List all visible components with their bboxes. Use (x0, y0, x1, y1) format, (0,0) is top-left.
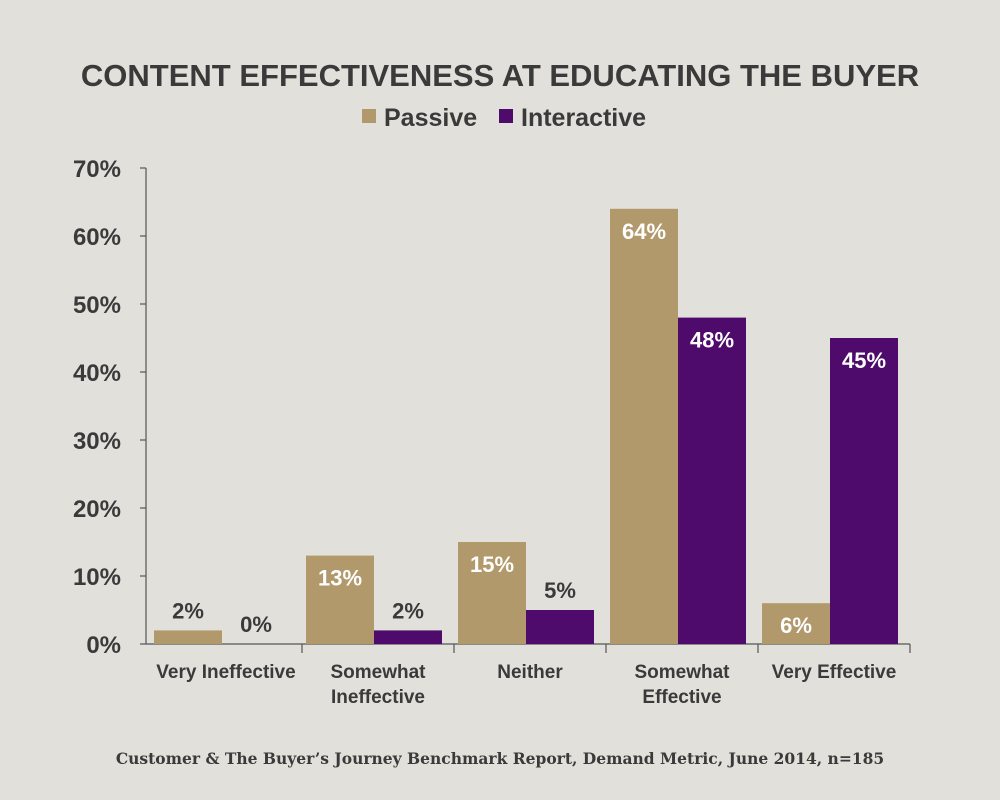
data-label-passive-0: 2% (172, 598, 204, 623)
y-tick-label-2: 20% (73, 496, 121, 523)
y-tick-label-6: 60% (73, 224, 121, 251)
y-tick-label-7: 70% (73, 156, 121, 183)
category-label-3-0: Somewhat (634, 662, 730, 683)
data-label-interactive-1: 2% (392, 598, 424, 623)
bar-interactive-1 (374, 630, 442, 644)
bar-passive-1 (306, 555, 374, 644)
data-label-passive-4: 6% (780, 613, 812, 638)
axes: 0% 10% 20% 30% 40% 50% 60% 70% (73, 156, 911, 659)
legend-swatch-1 (499, 109, 513, 123)
data-label-interactive-0: 0% (240, 612, 272, 637)
legend-label-1: Interactive (521, 104, 646, 132)
y-tick-label-3: 30% (73, 428, 121, 455)
y-tick-label-4: 40% (73, 360, 121, 387)
legend: Passive Interactive (362, 104, 646, 132)
data-label-passive-3: 64% (622, 219, 666, 244)
category-label-3-1: Effective (642, 687, 721, 708)
bar-interactive-4 (830, 338, 898, 644)
bar-interactive-3 (678, 317, 746, 644)
category-label-2-0: Neither (497, 662, 563, 683)
bar-passive-4 (762, 603, 830, 644)
y-tick-label-1: 10% (73, 564, 121, 591)
data-label-passive-2: 15% (470, 552, 514, 577)
category-label-1-0: Somewhat (330, 662, 426, 683)
x-axis-labels: Very Ineffective Somewhat Ineffective Neith… (156, 662, 896, 708)
legend-label-0: Passive (384, 104, 477, 132)
data-label-interactive-3: 48% (690, 328, 734, 353)
source-note: Customer & The Buyer’s Journey Benchmark… (116, 749, 884, 768)
category-label-0-0: Very Ineffective (156, 662, 295, 683)
y-tick-label-0: 0% (86, 632, 121, 659)
category-label-4-0: Very Effective (772, 662, 897, 683)
category-label-1-1: Ineffective (331, 687, 425, 708)
bars: 2% 0% 13% 2% 15% 5% 64% 48% 6% 45% (154, 208, 898, 645)
legend-swatch-0 (362, 109, 376, 123)
bar-passive-0 (154, 630, 222, 644)
bar-interactive-2 (526, 610, 594, 644)
bar-passive-2 (458, 542, 526, 644)
bar-passive-3 (610, 208, 678, 645)
y-tick-label-5: 50% (73, 292, 121, 319)
chart-title: CONTENT EFFECTIVENESS AT EDUCATING THE B… (81, 58, 919, 93)
data-label-interactive-4: 45% (842, 348, 886, 373)
data-label-interactive-2: 5% (544, 578, 576, 603)
data-label-passive-1: 13% (318, 566, 362, 591)
